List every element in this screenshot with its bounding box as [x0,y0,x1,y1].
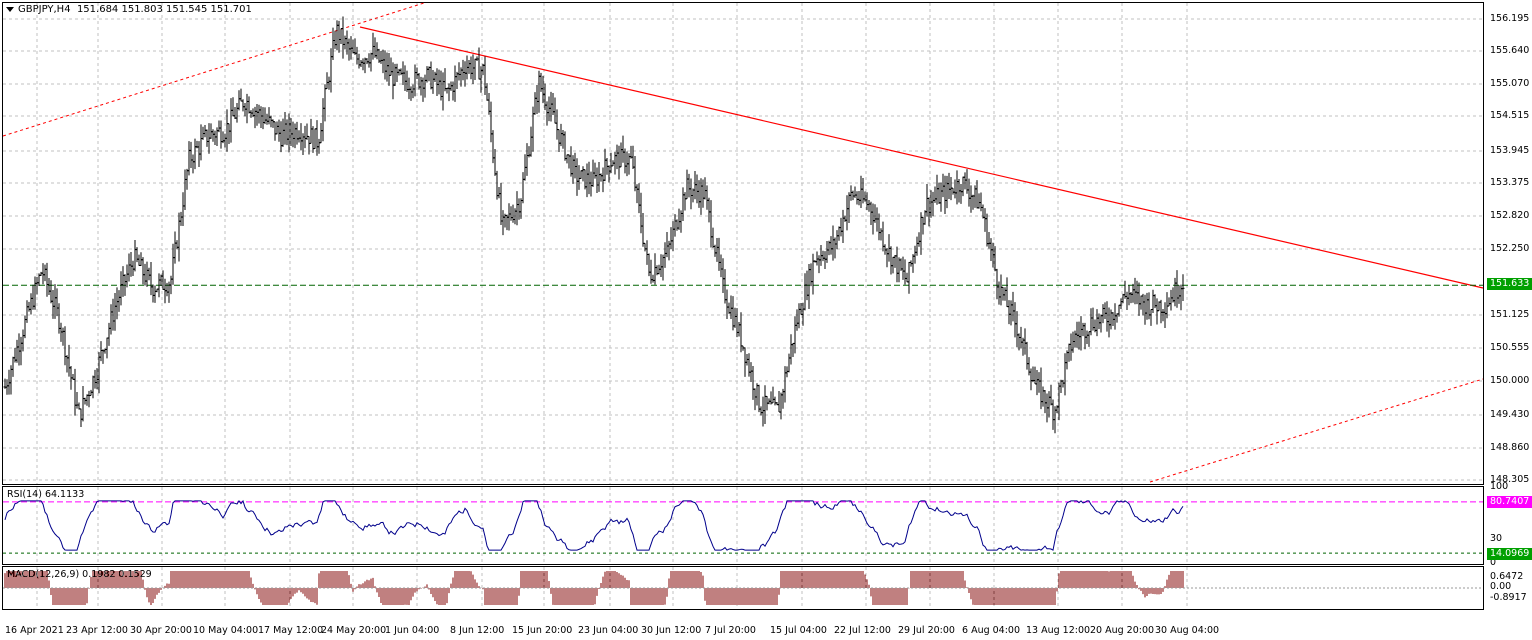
price-tick-label: 152.820 [1490,210,1530,221]
time-tick-label: 20 Aug 20:00 [1090,625,1155,636]
time-tick-label: 30 Aug 04:00 [1155,625,1220,636]
price-tick-label: 156.195 [1490,13,1530,24]
price-tick-label: 148.305 [1490,474,1530,485]
channel-upper-line[interactable] [2,2,425,137]
time-tick-label: 24 May 20:00 [321,625,387,636]
time-tick-label: 22 Jul 12:00 [834,625,891,636]
price-tick-label: 154.515 [1490,110,1530,121]
rsi-tick-label: 0 [1490,557,1497,568]
macd-pane[interactable] [2,566,1484,610]
macd-tick-label: 0.00 [1490,581,1512,592]
dropdown-triangle-icon[interactable] [6,6,14,12]
time-tick-label: 29 Jul 20:00 [898,625,955,636]
time-tick-label: 30 Apr 20:00 [130,625,192,636]
rsi-upper-level-tag: 80.7407 [1487,496,1532,508]
macd-tick-label: -0.8917 [1490,592,1527,603]
symbol-name: GBPJPY,H4 [18,4,71,15]
time-tick-label: 8 Jun 12:00 [450,625,505,636]
rsi-tick-label: 100 [1490,481,1509,492]
price-tick-label: 148.860 [1490,442,1530,453]
symbol-header[interactable]: GBPJPY,H4 151.684 151.803 151.545 151.70… [6,4,252,15]
price-tick-label: 153.945 [1490,145,1530,156]
macd-label: MACD(12,26,9) 0.1982 0.1529 [7,569,152,580]
price-tick-label: 155.640 [1490,45,1530,56]
time-tick-label: 30 Jun 12:00 [641,625,702,636]
time-tick-label: 10 May 04:00 [193,625,259,636]
price-tick-label: 153.375 [1490,177,1530,188]
time-tick-label: 23 Jun 04:00 [578,625,639,636]
time-tick-label: 23 Apr 12:00 [66,625,128,636]
trendline[interactable] [359,26,1484,289]
time-tick-label: 13 Aug 12:00 [1026,625,1091,636]
time-tick-label: 6 Aug 04:00 [962,625,1021,636]
time-tick-label: 15 Jun 20:00 [512,625,573,636]
rsi-label: RSI(14) 64.1133 [7,489,85,500]
time-tick-label: 7 Jul 20:00 [705,625,756,636]
rsi-tick-label: 30 [1490,533,1503,544]
price-tick-label: 150.555 [1490,342,1530,353]
macd-tick-label: 0.6472 [1490,571,1524,582]
price-pane[interactable] [2,2,1484,485]
time-tick-label: 1 Jun 04:00 [385,625,440,636]
price-bar [1181,274,1185,302]
price-tick-label: 149.430 [1490,409,1530,420]
time-tick-label: 17 May 12:00 [258,625,324,636]
price-tick-label: 151.125 [1490,309,1530,320]
ohlc-values: 151.684 151.803 151.545 151.701 [76,4,252,15]
price-tick-label: 155.070 [1490,78,1530,89]
rsi-lower-level-tag: 14.0969 [1487,548,1532,560]
current-price-tag: 151.633 [1487,278,1532,290]
price-tick-label: 152.250 [1490,243,1530,254]
time-tick-label: 16 Apr 2021 [5,625,64,636]
channel-lower-line[interactable] [1149,378,1484,483]
rsi-pane[interactable] [2,486,1484,565]
time-tick-label: 15 Jul 04:00 [770,625,827,636]
price-tick-label: 150.000 [1490,375,1530,386]
rsi-line [4,499,1184,551]
